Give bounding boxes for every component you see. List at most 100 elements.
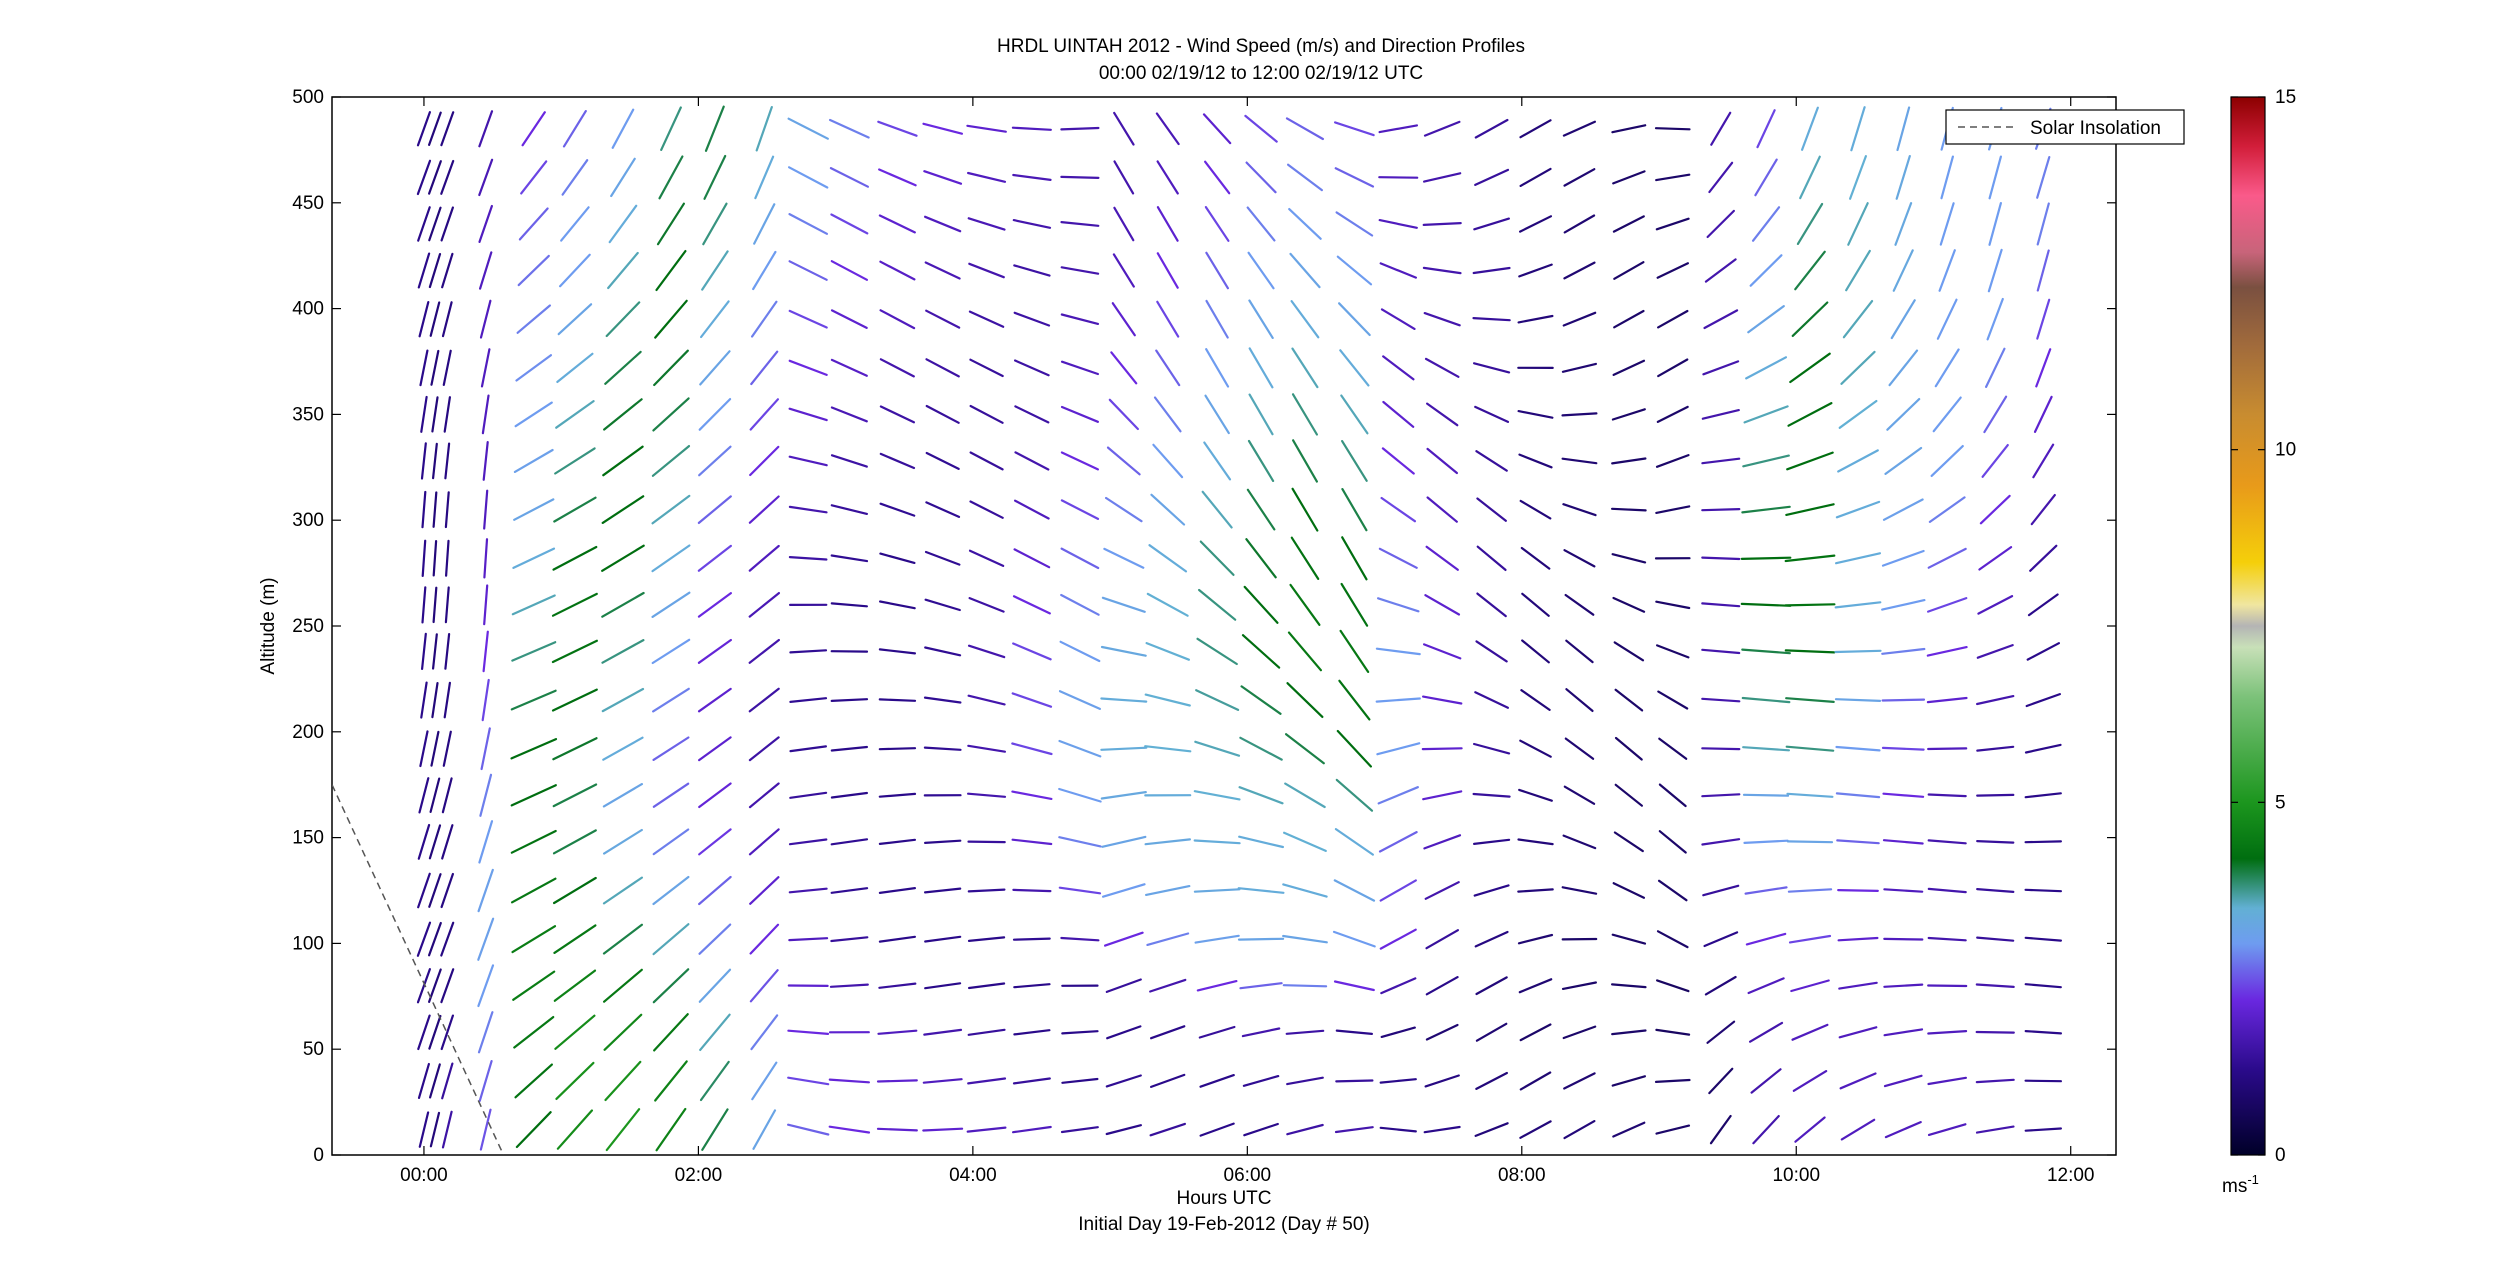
wind-barb <box>1655 1124 1691 1135</box>
wind-barb <box>1564 593 1595 616</box>
wind-barb <box>478 204 493 243</box>
wind-barb <box>1655 644 1690 659</box>
wind-barb <box>1883 888 1924 893</box>
wind-barb <box>750 350 779 386</box>
wind-barb <box>1612 359 1646 376</box>
wind-barb <box>1246 488 1276 531</box>
wind-barb <box>553 969 597 1002</box>
wind-barb <box>789 745 828 753</box>
wind-barb <box>1290 536 1320 581</box>
wind-barb <box>1474 1122 1509 1138</box>
wind-barb <box>1472 742 1511 755</box>
wind-barb <box>1934 348 1960 388</box>
wind-barb <box>1474 405 1510 423</box>
wind-barb <box>1156 206 1179 242</box>
wind-barb <box>1847 202 1869 246</box>
wind-barb <box>483 538 489 579</box>
wind-barb <box>1655 173 1691 182</box>
wind-barb <box>442 349 452 386</box>
wind-barb <box>1701 838 1741 846</box>
wind-barb <box>478 1059 493 1102</box>
wind-barb <box>1204 206 1230 242</box>
wind-barb <box>1926 696 1968 704</box>
wind-barb <box>1785 503 1835 517</box>
wind-barb <box>1423 312 1461 327</box>
wind-barb <box>1884 1120 1922 1139</box>
wind-barb <box>1426 496 1458 523</box>
wind-barb <box>1014 451 1050 471</box>
wind-barb <box>1202 113 1232 145</box>
wind-barb <box>1012 219 1052 229</box>
wind-barb <box>1239 736 1283 761</box>
wind-barb <box>697 591 733 618</box>
wind-barb <box>1240 685 1282 715</box>
wind-barb <box>1655 1028 1691 1036</box>
wind-barb <box>1340 440 1368 482</box>
wind-barb <box>1289 583 1321 626</box>
wind-barb <box>1979 494 2011 525</box>
wind-barb <box>1850 106 1866 152</box>
wind-barb <box>967 694 1006 706</box>
wind-barb <box>1654 1078 1691 1084</box>
wind-barb <box>1611 553 1647 564</box>
wind-barb <box>1742 793 1790 797</box>
wind-barb <box>1476 592 1507 618</box>
wind-barb <box>555 1061 595 1101</box>
wind-barb <box>1282 934 1328 944</box>
wind-barb <box>441 252 454 289</box>
wind-barb <box>1379 879 1417 902</box>
wind-barb <box>1656 309 1689 329</box>
wind-barb <box>417 252 431 289</box>
wind-barb <box>2024 840 2062 844</box>
wind-barb <box>752 1109 777 1150</box>
wind-barb <box>1286 682 1324 719</box>
wind-barb <box>966 1126 1007 1133</box>
wind-barb <box>652 782 690 808</box>
y-tick-label: 250 <box>292 616 324 637</box>
wind-barb <box>552 829 597 855</box>
wind-barb <box>651 544 691 573</box>
wind-barb <box>1282 831 1327 853</box>
wind-barb <box>1424 881 1460 900</box>
wind-barb <box>1703 309 1739 330</box>
wind-barb <box>520 160 548 195</box>
wind-barb <box>1756 109 1776 149</box>
colorbar-tick-label: 0 <box>2275 1145 2286 1166</box>
wind-barb <box>1375 647 1421 656</box>
wind-barb <box>878 698 917 702</box>
wind-barb <box>923 170 963 185</box>
wind-barb <box>483 584 489 626</box>
wind-barb <box>602 968 643 1003</box>
wind-barb <box>1517 410 1554 419</box>
wind-barb <box>1378 219 1418 229</box>
wind-barb <box>1704 258 1737 283</box>
wind-barb <box>1838 1026 1878 1039</box>
wind-barb <box>602 782 644 808</box>
colorbar-ticks: 0 5 10 15 <box>2231 87 2296 1166</box>
wind-barb <box>1333 980 1375 992</box>
wind-barb <box>2036 249 2050 292</box>
wind-barb <box>2036 202 2050 246</box>
wind-barb <box>479 299 492 339</box>
wind-barb <box>1379 262 1418 279</box>
wind-barb <box>1658 783 1687 808</box>
wind-barb <box>1204 394 1230 435</box>
wind-barb <box>601 687 645 713</box>
wind-barb <box>432 539 438 577</box>
wind-barb <box>966 124 1007 133</box>
wind-barb <box>510 877 557 904</box>
wind-barb <box>1742 454 1790 468</box>
wind-barb <box>1476 545 1507 572</box>
wind-barb <box>1520 689 1551 712</box>
wind-barb <box>878 214 916 234</box>
wind-barb <box>1518 788 1553 802</box>
wind-barb <box>830 406 868 423</box>
wind-barb <box>1380 496 1417 523</box>
x-tick-label: 12:00 <box>2047 1165 2095 1186</box>
wind-barb <box>830 504 869 516</box>
wind-barb <box>1988 155 2003 200</box>
wind-barb <box>1518 263 1553 278</box>
colorbar-tick-label: 15 <box>2275 87 2296 108</box>
wind-barb <box>925 501 961 519</box>
wind-barb <box>879 405 916 424</box>
